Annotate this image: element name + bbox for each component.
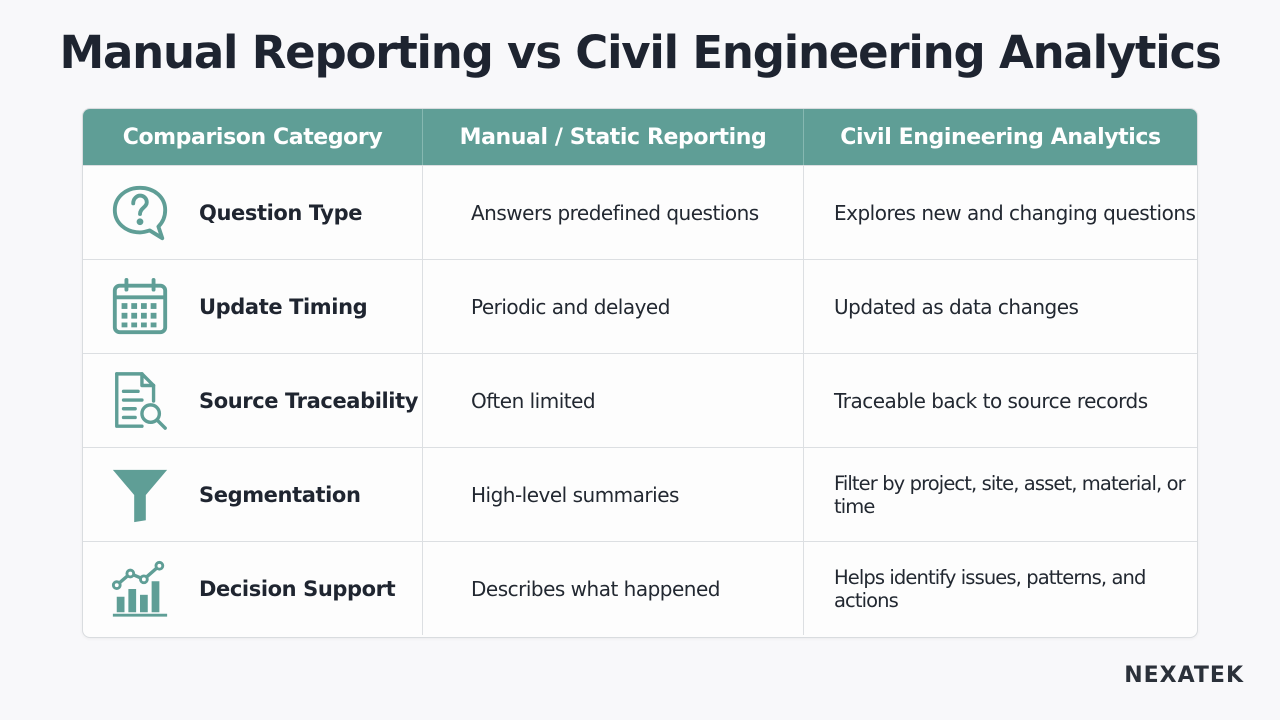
manual-value: High-level summaries	[422, 448, 803, 541]
page-title: Manual Reporting vs Civil Engineering An…	[59, 26, 1221, 79]
manual-value: Periodic and delayed	[422, 260, 803, 353]
category-cell: Update Timing	[83, 260, 422, 353]
chart-trend-icon	[109, 558, 171, 620]
category-cell: Segmentation	[83, 448, 422, 541]
header-civil-analytics: Civil Engineering Analytics	[803, 109, 1197, 165]
analytics-value: Helps identify issues, patterns, and act…	[803, 542, 1197, 635]
category-cell: Question Type	[83, 166, 422, 259]
manual-value: Often limited	[422, 354, 803, 447]
category-label: Decision Support	[199, 576, 396, 601]
category-label: Question Type	[199, 200, 363, 225]
header-comparison-category: Comparison Category	[122, 124, 383, 150]
table-row: Segmentation High-level summaries Filter…	[83, 447, 1197, 541]
analytics-value: Filter by project, site, asset, material…	[803, 448, 1197, 541]
table-row: Decision Support Describes what happened…	[83, 541, 1197, 635]
category-label: Source Traceability	[199, 388, 419, 413]
table-row: Question Type Answers predefined questio…	[83, 165, 1197, 259]
table-header-row: Comparison Category Manual / Static Repo…	[83, 109, 1197, 165]
analytics-value: Traceable back to source records	[803, 354, 1197, 447]
category-label: Segmentation	[199, 482, 361, 507]
manual-value: Answers predefined questions	[422, 166, 803, 259]
category-cell: Source Traceability	[83, 354, 422, 447]
funnel-icon	[109, 464, 171, 526]
table-row: Update Timing Periodic and delayed Updat…	[83, 259, 1197, 353]
brand-logo: NEXATEK	[1124, 663, 1244, 688]
header-manual-reporting: Manual / Static Reporting	[422, 109, 803, 165]
document-search-icon	[109, 370, 171, 432]
category-cell: Decision Support	[83, 542, 422, 635]
analytics-value: Updated as data changes	[803, 260, 1197, 353]
analytics-value: Explores new and changing questions	[803, 166, 1197, 259]
manual-value: Describes what happened	[422, 542, 803, 635]
table-row: Source Traceability Often limited Tracea…	[83, 353, 1197, 447]
calendar-icon	[109, 276, 171, 338]
comparison-table: Comparison Category Manual / Static Repo…	[82, 108, 1198, 638]
category-label: Update Timing	[199, 294, 368, 319]
question-bubble-icon	[109, 182, 171, 244]
